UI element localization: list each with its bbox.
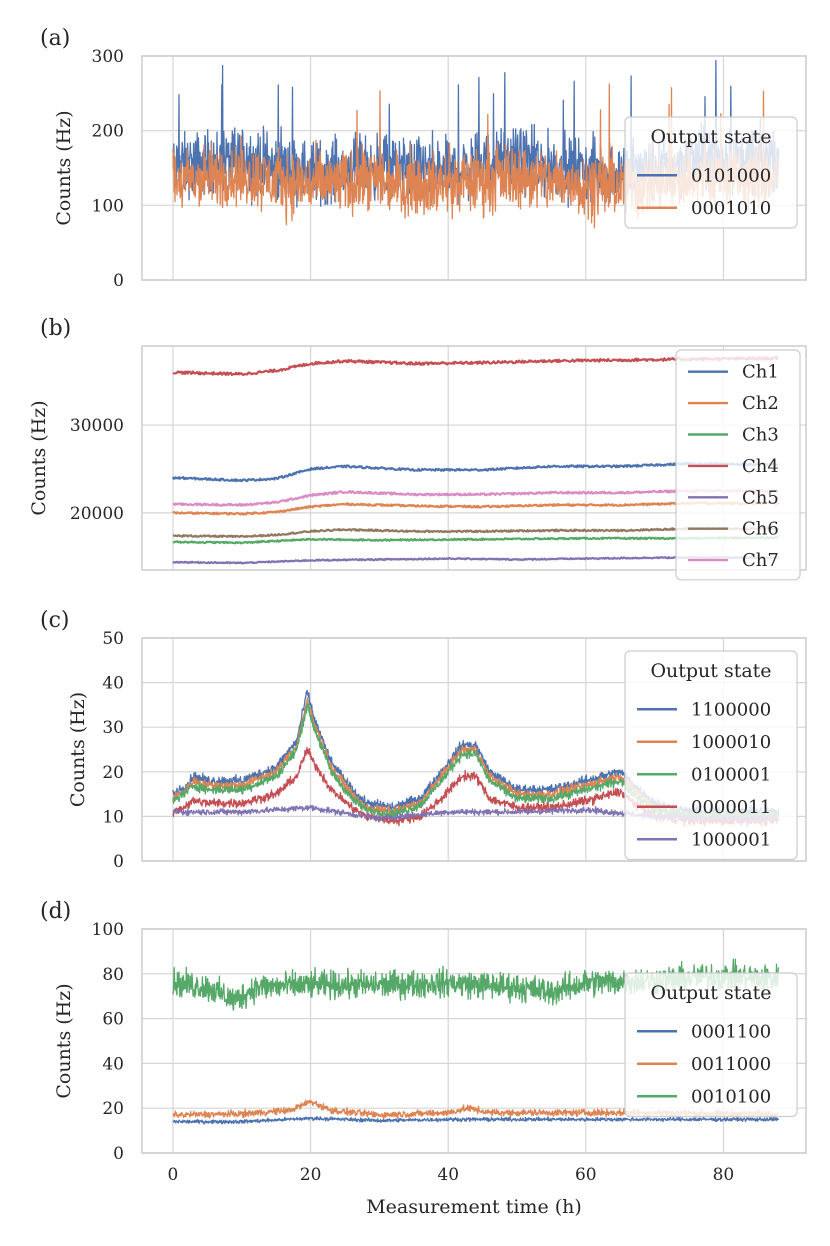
legend-box bbox=[675, 349, 801, 581]
axes-frame bbox=[141, 345, 807, 571]
x-tick-label: 40 bbox=[437, 1165, 459, 1185]
legend-entry-Ch2: Ch2 bbox=[742, 393, 779, 414]
legend-title: Output state bbox=[650, 660, 771, 682]
legend-entry-1000001: 1000001 bbox=[691, 829, 771, 850]
y-tick-label: 80 bbox=[102, 965, 124, 985]
x-tick-label: 0 bbox=[168, 1165, 179, 1185]
legend-entry-1000010: 1000010 bbox=[691, 732, 771, 753]
legend-title: Output state bbox=[650, 126, 771, 148]
axes-frame bbox=[141, 928, 807, 1154]
y-tick-label: 100 bbox=[92, 196, 124, 216]
y-tick-label: 50 bbox=[102, 629, 124, 649]
panel-label: (b) bbox=[40, 316, 71, 341]
y-tick-label: 0 bbox=[113, 1144, 124, 1164]
legend: Output state 1100000 1000010 0100001 0000011… bbox=[624, 650, 798, 861]
legend: Output state 0001100 0011000 0010100 bbox=[624, 972, 798, 1118]
y-tick-label: 10 bbox=[102, 807, 124, 827]
legend-entry-Ch6: Ch6 bbox=[742, 519, 779, 540]
legend-box bbox=[624, 116, 798, 229]
legend-box bbox=[624, 650, 798, 861]
legend-title: Output state bbox=[650, 982, 771, 1004]
y-tick-label: 40 bbox=[102, 674, 124, 694]
x-tick-label: 80 bbox=[713, 1165, 735, 1185]
y-tick-label: 20000 bbox=[70, 504, 124, 524]
y-tick-label: 20 bbox=[102, 763, 124, 783]
series-line-0001100 bbox=[172, 1116, 780, 1125]
legend-entry-0001100: 0001100 bbox=[691, 1021, 771, 1042]
y-tick-label: 300 bbox=[92, 47, 124, 67]
legend-entry-Ch4: Ch4 bbox=[742, 456, 779, 477]
legend: Output state 0101000 0001010 bbox=[624, 116, 798, 229]
legend-entry-Ch7: Ch7 bbox=[742, 550, 779, 571]
y-axis-label: Counts (Hz) bbox=[53, 110, 75, 225]
panel-2: 0 10 20 30 40 50 Counts (Hz) (c) Output state 110… bbox=[40, 608, 807, 872]
y-tick-label: 0 bbox=[113, 852, 124, 872]
legend-entry-0001010: 0001010 bbox=[691, 198, 771, 219]
panel-label: (d) bbox=[40, 899, 71, 924]
legend-entry-Ch5: Ch5 bbox=[742, 487, 779, 508]
y-axis-label: Counts (Hz) bbox=[67, 692, 89, 807]
y-axis-label: Counts (Hz) bbox=[28, 400, 50, 515]
legend-entry-Ch1: Ch1 bbox=[742, 362, 779, 383]
x-tick-label: 60 bbox=[575, 1165, 597, 1185]
y-tick-label: 20 bbox=[102, 1099, 124, 1119]
panel-3: 0 20 40 60 80 100 0 20 40 60 80 Measurement time (h… bbox=[40, 899, 807, 1218]
panel-label: (c) bbox=[40, 608, 70, 633]
x-axis-label: Measurement time (h) bbox=[366, 1196, 582, 1218]
legend-entry-0101000: 0101000 bbox=[691, 165, 771, 186]
y-tick-label: 60 bbox=[102, 1010, 124, 1030]
legend-entry-0100001: 0100001 bbox=[691, 764, 771, 785]
y-tick-label: 40 bbox=[102, 1054, 124, 1074]
legend-entry-Ch3: Ch3 bbox=[742, 425, 779, 446]
y-tick-label: 30000 bbox=[70, 416, 124, 436]
y-tick-label: 30 bbox=[102, 718, 124, 738]
axes-frame bbox=[141, 637, 807, 862]
legend-entry-0010100: 0010100 bbox=[691, 1086, 771, 1107]
legend: Ch1 Ch2 Ch3 Ch4 Ch5 Ch6 Ch7 bbox=[675, 349, 801, 581]
x-tick-label: 20 bbox=[300, 1165, 322, 1185]
y-tick-label: 0 bbox=[113, 271, 124, 291]
legend-box bbox=[624, 972, 798, 1118]
legend-entry-0000011: 0000011 bbox=[691, 797, 771, 818]
y-axis-label: Counts (Hz) bbox=[53, 983, 75, 1098]
y-tick-label: 100 bbox=[92, 920, 124, 940]
panel-0: 0 100 200 300 Counts (Hz) (a) Output state 0101… bbox=[40, 26, 807, 291]
axes-frame bbox=[141, 55, 807, 281]
y-tick-label: 200 bbox=[92, 122, 124, 142]
legend-entry-0011000: 0011000 bbox=[691, 1054, 771, 1075]
panel-label: (a) bbox=[40, 26, 70, 51]
legend-entry-1100000: 1100000 bbox=[691, 699, 771, 720]
